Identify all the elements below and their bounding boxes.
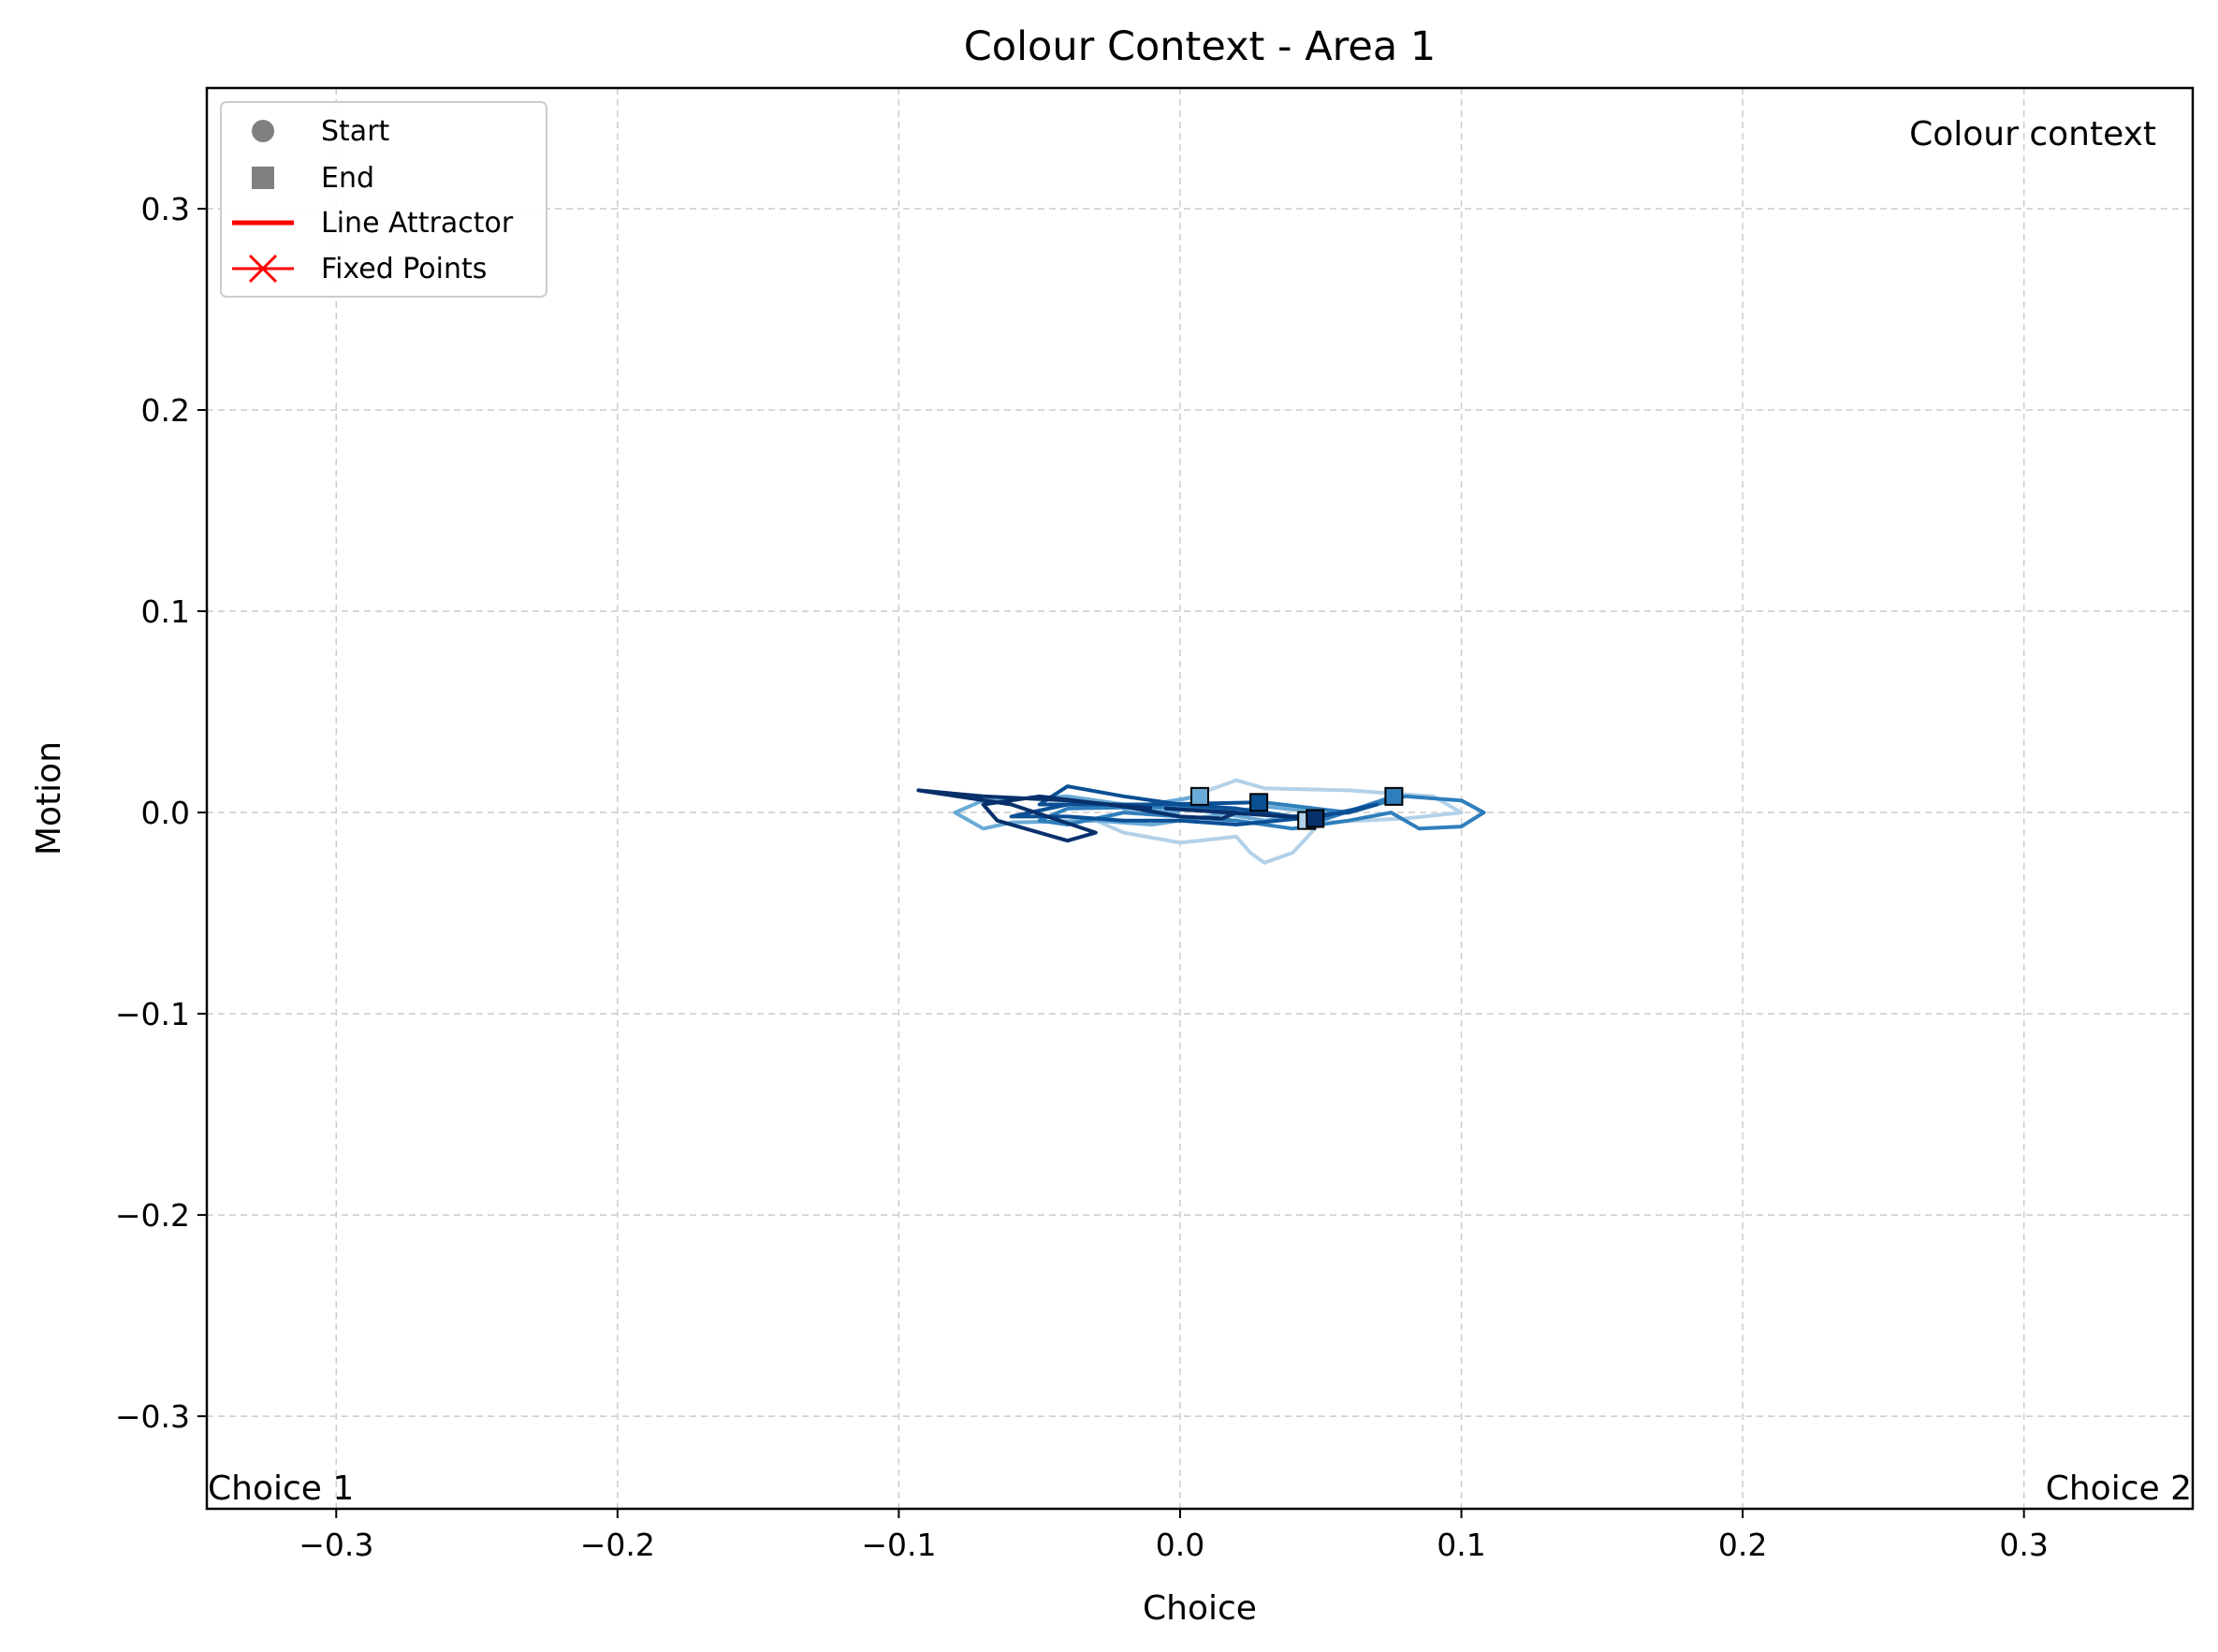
x-tick-label: 0.2 (1718, 1527, 1767, 1563)
x-tick-label: −0.1 (861, 1527, 936, 1563)
choice-2-annotation: Choice 2 (2046, 1469, 2192, 1508)
x-tick-label: 0.3 (1999, 1527, 2048, 1563)
series-layer (916, 778, 1486, 865)
y-tick-label: 0.1 (141, 593, 190, 630)
end-marker (1190, 786, 1209, 806)
end-markers (1190, 786, 1404, 830)
choice-1-annotation: Choice 1 (208, 1469, 354, 1508)
x-tick-label: 0.0 (1156, 1527, 1204, 1563)
trajectory-line (1009, 784, 1379, 826)
legend-end-marker (252, 167, 274, 189)
y-tick-label: 0.0 (141, 795, 190, 831)
trajectory-line (1037, 794, 1486, 831)
x-tick-label: 0.1 (1437, 1527, 1485, 1563)
legend-fixed-points-x-marker (248, 254, 278, 284)
x-tick-label: −0.2 (580, 1527, 655, 1563)
legend-label: End (321, 162, 374, 195)
y-tick-label: −0.1 (115, 996, 190, 1032)
trajectory-line (916, 788, 1316, 843)
legend-box (220, 101, 547, 298)
y-tick-label: −0.3 (115, 1398, 190, 1435)
plot-frame (205, 86, 2195, 1511)
y-tick-label: −0.2 (115, 1197, 190, 1234)
legend-label: Line Attractor (321, 207, 514, 240)
x-tick-label: −0.3 (299, 1527, 373, 1563)
legend: Start End Line Attractor Fixed Points (220, 101, 547, 298)
end-marker (1306, 809, 1325, 828)
chart-title: Colour Context - Area 1 (964, 23, 1436, 70)
legend-label: Fixed Points (321, 253, 487, 285)
legend-label: Start (321, 115, 390, 148)
y-axis-label: Motion (30, 741, 68, 855)
context-annotation: Colour context (1909, 115, 2156, 154)
legend-start-marker (252, 120, 274, 142)
y-axis-ticks: −0.3 −0.2 −0.1 0.0 0.1 0.2 0.3 (115, 191, 207, 1435)
x-axis-ticks: −0.3 −0.2 −0.1 0.0 0.1 0.2 0.3 (299, 1509, 2049, 1563)
y-tick-label: 0.3 (141, 191, 190, 227)
y-tick-label: 0.2 (141, 392, 190, 429)
end-marker (1384, 786, 1404, 806)
end-marker (1249, 793, 1269, 812)
x-axis-label: Choice (1143, 1589, 1257, 1628)
